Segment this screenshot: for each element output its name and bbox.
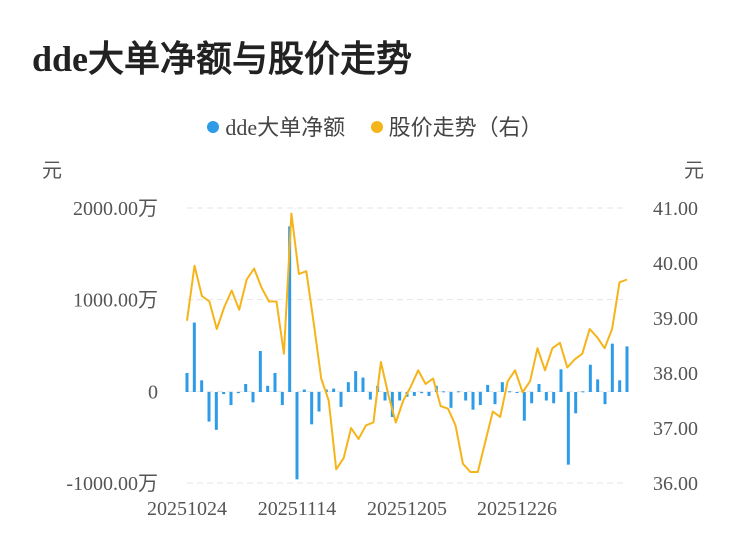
dde-bar xyxy=(544,392,548,401)
dde-bars xyxy=(185,226,629,480)
dde-bar xyxy=(552,392,556,404)
legend-label-price: 股价走势（右） xyxy=(388,115,543,140)
dde-bar xyxy=(383,392,387,401)
dde-bar xyxy=(596,379,600,392)
dde-bar xyxy=(222,392,226,395)
dde-bar xyxy=(537,384,541,392)
dde-bar xyxy=(493,392,497,405)
dde-bar xyxy=(361,377,365,392)
dde-bar xyxy=(390,392,394,417)
y-left-unit: 元 xyxy=(42,160,62,182)
x-tick-label: 20251024 xyxy=(147,498,227,520)
dde-bar xyxy=(310,392,314,425)
dde-bar xyxy=(581,391,585,393)
price-line xyxy=(186,212,628,473)
dde-bar xyxy=(486,384,490,392)
dde-bar xyxy=(442,391,446,393)
dde-bar xyxy=(522,392,526,421)
x-axis: 20251024 20251114 20251205 20251226 xyxy=(147,498,557,520)
dde-bar xyxy=(566,392,570,465)
dde-bar xyxy=(354,371,358,392)
dde-bar xyxy=(508,391,512,393)
y-right-tick-label: 40.00 xyxy=(653,253,698,275)
legend-label-dde: dde大单净额 xyxy=(225,115,346,140)
dde-bar xyxy=(280,392,284,406)
y-left-tick-label: 0 xyxy=(148,381,158,403)
dde-bar xyxy=(456,391,460,393)
dde-bar xyxy=(368,392,372,400)
y-left-axis: 2000.00万 1000.00万 0 -1000.00万 xyxy=(66,198,158,495)
dde-bar xyxy=(464,392,468,401)
dde-bar xyxy=(244,384,248,392)
y-right-tick-label: 38.00 xyxy=(653,363,698,385)
legend-item-price[interactable]: 股价走势（右） xyxy=(370,110,543,142)
dde-bar xyxy=(500,382,504,392)
x-tick-label: 20251226 xyxy=(477,498,557,520)
dde-bar xyxy=(420,392,424,394)
dde-bar xyxy=(339,392,343,407)
y-right-tick-label: 39.00 xyxy=(653,308,698,330)
chart-title: dde大单净额与股价走势 xyxy=(32,39,413,79)
dde-bar xyxy=(412,392,416,396)
dde-bar xyxy=(251,392,255,403)
dde-bar xyxy=(618,380,622,392)
y-right-tick-label: 36.00 xyxy=(653,473,698,495)
dde-bar xyxy=(258,351,262,392)
y-right-tick-label: 41.00 xyxy=(653,198,698,220)
dde-bar xyxy=(288,226,292,392)
dde-bar xyxy=(266,385,270,392)
dde-bar xyxy=(427,392,431,396)
x-tick-label: 20251114 xyxy=(258,498,337,520)
dde-bar xyxy=(559,369,563,392)
dde-bar xyxy=(236,392,240,394)
dde-bar xyxy=(317,392,321,412)
dde-bar xyxy=(588,364,592,392)
dde-bar xyxy=(471,392,475,410)
dde-bar xyxy=(229,392,233,406)
x-tick-label: 20251205 xyxy=(367,498,447,520)
dde-bar xyxy=(185,373,189,392)
y-left-tick-label: 2000.00万 xyxy=(73,198,158,220)
dde-bar xyxy=(515,392,519,393)
y-right-tick-label: 37.00 xyxy=(653,418,698,440)
dde-bar xyxy=(478,392,482,406)
dde-bar xyxy=(332,388,336,392)
legend: dde大单净额 股价走势（右） xyxy=(0,110,750,142)
price-series-line xyxy=(186,212,628,473)
dde-bar xyxy=(302,389,306,392)
dde-bar xyxy=(625,346,629,392)
dde-bar xyxy=(192,322,196,392)
dde-bar xyxy=(449,392,453,408)
y-right-axis: 41.00 40.00 39.00 38.00 37.00 36.00 xyxy=(653,198,698,495)
dde-bar xyxy=(610,343,614,392)
dde-bar xyxy=(200,380,204,392)
dde-bar xyxy=(207,392,211,422)
legend-dot-dde-icon xyxy=(207,121,220,133)
legend-dot-price-icon xyxy=(370,121,383,133)
dde-bar xyxy=(346,382,350,392)
dde-bar xyxy=(603,392,607,405)
dde-bar xyxy=(398,392,402,401)
dde-bar xyxy=(295,392,299,480)
dde-bar xyxy=(574,392,578,414)
dde-bar xyxy=(530,392,534,404)
y-left-tick-label: -1000.00万 xyxy=(66,473,158,495)
legend-item-dde[interactable]: dde大单净额 xyxy=(207,110,345,142)
dde-bar xyxy=(214,392,218,430)
dde-bar xyxy=(273,373,277,392)
y-right-unit: 元 xyxy=(684,160,704,182)
y-left-tick-label: 1000.00万 xyxy=(73,290,158,312)
